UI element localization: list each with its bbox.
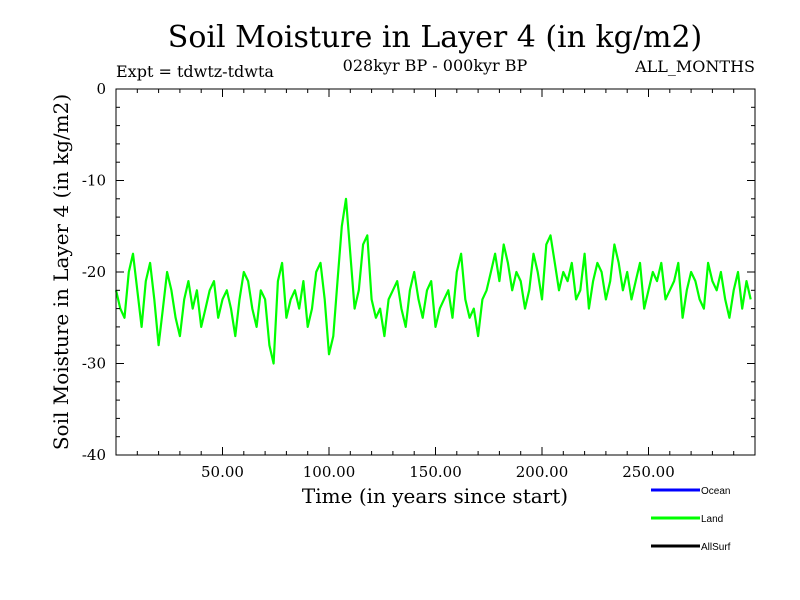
x-axis-label: Time (in years since start): [302, 484, 568, 508]
y-axis-label: Soil Moisture in Layer 4 (in kg/m2): [49, 94, 73, 450]
legend: Ocean Land AllSurf: [651, 486, 731, 553]
x-tick-label: 250.00: [622, 463, 675, 481]
legend-label-allsurf: AllSurf: [701, 542, 731, 553]
legend-label-ocean: Ocean: [701, 486, 730, 497]
y-tick-label: 0: [96, 80, 106, 98]
axes-layer: 50.00 100.00 150.00 200.00 250.00 0 -10 -20 -30 -…: [82, 80, 756, 481]
chart-subtitle-right: ALL_MONTHS: [634, 57, 755, 76]
chart-subtitle-left: Expt = tdwtz-tdwta: [116, 62, 274, 81]
legend-label-land: Land: [701, 514, 723, 525]
chart-title: Soil Moisture in Layer 4 (in kg/m2): [168, 20, 702, 55]
series-line-land: [114, 197, 752, 365]
y-tick-label: -30: [82, 355, 106, 373]
y-tick-label: -10: [82, 172, 106, 190]
x-tick-label: 150.00: [409, 463, 462, 481]
chart-subtitle-center: 028kyr BP - 000kyr BP: [343, 56, 528, 75]
y-tick-label: -40: [82, 446, 106, 464]
x-tick-label: 100.00: [303, 463, 356, 481]
plot-layer: [114, 197, 752, 365]
y-tick-label: -20: [82, 263, 106, 281]
x-tick-label: 50.00: [201, 463, 244, 481]
x-tick-label: 200.00: [516, 463, 569, 481]
